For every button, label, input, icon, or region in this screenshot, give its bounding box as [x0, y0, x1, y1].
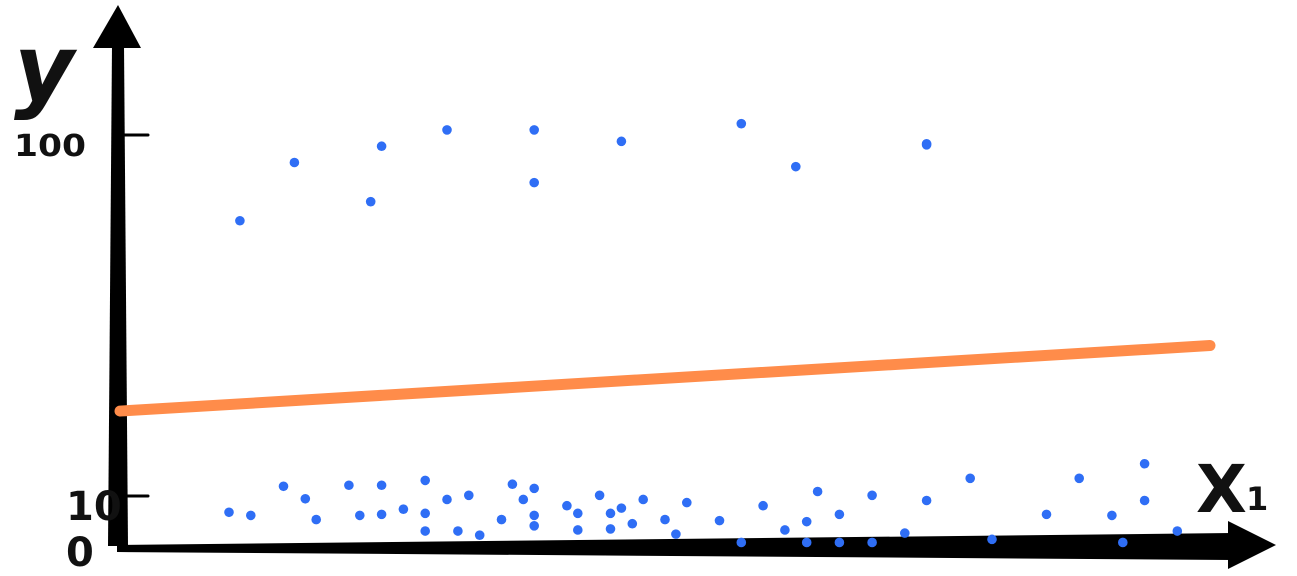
data-point-35 — [562, 500, 572, 511]
data-point-37 — [573, 525, 583, 535]
data-point-29 — [496, 514, 507, 525]
data-point-28 — [474, 530, 485, 540]
data-point-9 — [791, 161, 801, 172]
data-point-44 — [660, 514, 670, 525]
data-point-23 — [420, 475, 431, 486]
data-point-61 — [987, 534, 997, 545]
data-point-19 — [376, 509, 387, 520]
data-point-43 — [638, 494, 648, 505]
data-point-4 — [442, 125, 452, 135]
data-point-60 — [965, 473, 975, 484]
x-axis-arrowhead — [1228, 521, 1276, 569]
data-point-1 — [289, 157, 300, 168]
y-axis-arrowhead — [93, 5, 141, 48]
data-point-63 — [1074, 473, 1084, 484]
data-point-27 — [464, 490, 474, 501]
data-point-55 — [834, 537, 845, 548]
data-point-8 — [736, 118, 747, 129]
data-point-16 — [311, 514, 322, 525]
data-point-31 — [518, 494, 529, 505]
data-point-5 — [529, 177, 539, 188]
data-point-12 — [224, 507, 234, 518]
data-point-14 — [278, 481, 289, 492]
data-point-48 — [736, 537, 747, 548]
data-point-30 — [507, 479, 518, 490]
data-point-40 — [605, 524, 616, 534]
data-point-53 — [812, 486, 823, 497]
data-point-56 — [867, 490, 877, 501]
data-point-41 — [616, 503, 627, 513]
data-point-25 — [442, 494, 452, 505]
data-point-62 — [1041, 509, 1052, 520]
data-point-68 — [1172, 526, 1183, 536]
data-point-39 — [605, 508, 616, 519]
y-tick-label-0: 0 — [66, 530, 94, 576]
data-point-3 — [376, 141, 387, 152]
data-point-45 — [671, 529, 681, 539]
scatter-points — [224, 118, 1183, 548]
data-point-11 — [921, 138, 932, 149]
data-point-15 — [300, 493, 311, 504]
data-point-2 — [365, 196, 376, 207]
data-point-22 — [420, 526, 431, 536]
y-tick-label-10: 10 — [66, 484, 122, 530]
data-point-36 — [573, 508, 583, 519]
data-point-57 — [867, 537, 877, 548]
data-point-33 — [529, 483, 539, 494]
data-point-49 — [758, 500, 768, 511]
data-point-21 — [398, 504, 409, 514]
data-point-24 — [420, 508, 431, 519]
data-point-38 — [594, 490, 605, 501]
data-point-26 — [453, 526, 463, 536]
data-point-7 — [616, 136, 627, 147]
data-point-54 — [834, 509, 845, 520]
data-point-0 — [235, 215, 245, 226]
data-point-46 — [682, 497, 692, 508]
data-point-67 — [1139, 495, 1150, 506]
data-point-34 — [529, 510, 539, 521]
x-axis-label: X — [1196, 451, 1247, 528]
data-point-59 — [921, 495, 932, 506]
data-point-52 — [801, 516, 812, 527]
data-point-58 — [900, 528, 910, 538]
regression-line — [114, 340, 1216, 417]
x-axis — [117, 533, 1232, 560]
data-point-20 — [376, 480, 387, 491]
data-point-50 — [780, 525, 790, 535]
data-point-66 — [1139, 458, 1150, 469]
y-axis-label: y — [14, 15, 78, 122]
data-point-47 — [714, 515, 725, 526]
data-point-42 — [627, 518, 638, 529]
data-point-13 — [246, 510, 256, 521]
data-point-6 — [529, 125, 539, 135]
data-point-65 — [1118, 537, 1128, 548]
y-tick-label-100: 100 — [14, 129, 86, 164]
data-point-18 — [355, 510, 365, 521]
x-axis-label-subscript: 1 — [1246, 480, 1268, 518]
y-axis — [108, 45, 128, 546]
data-point-64 — [1107, 510, 1117, 521]
data-point-51 — [801, 537, 812, 548]
data-point-32 — [529, 521, 539, 531]
data-point-17 — [344, 480, 354, 491]
